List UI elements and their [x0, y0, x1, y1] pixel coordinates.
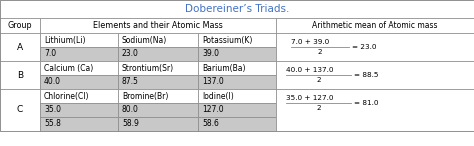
Bar [198, 117, 276, 131]
Text: 23.0: 23.0 [122, 49, 139, 59]
Bar [118, 33, 198, 47]
Bar [198, 33, 276, 47]
Bar [118, 89, 198, 103]
Text: 40.0 + 137.0: 40.0 + 137.0 [286, 67, 334, 73]
Text: 2: 2 [318, 48, 322, 54]
Text: 2: 2 [316, 105, 321, 111]
Bar [118, 47, 198, 61]
Bar [198, 89, 276, 103]
Bar [0, 0, 474, 18]
Text: 40.0: 40.0 [44, 78, 61, 86]
Bar [276, 33, 474, 61]
Text: 58.9: 58.9 [122, 119, 139, 128]
Bar [276, 18, 474, 33]
Text: Iodine(I): Iodine(I) [202, 92, 234, 100]
Bar [118, 117, 198, 131]
Text: Lithium(Li): Lithium(Li) [44, 35, 85, 45]
Text: C: C [17, 106, 23, 114]
Bar [0, 61, 40, 89]
Text: A: A [17, 42, 23, 52]
Text: 39.0: 39.0 [202, 49, 219, 59]
Bar [40, 61, 118, 75]
Bar [40, 33, 118, 47]
Text: 35.0: 35.0 [44, 106, 61, 114]
Bar [118, 75, 198, 89]
Text: 55.8: 55.8 [44, 119, 61, 128]
Text: Group: Group [8, 21, 32, 30]
Text: 58.6: 58.6 [202, 119, 219, 128]
Text: 7.0: 7.0 [44, 49, 56, 59]
Bar [0, 0, 474, 131]
Bar [40, 89, 118, 103]
Text: = 23.0: = 23.0 [352, 44, 376, 50]
Bar [198, 103, 276, 117]
Bar [198, 61, 276, 75]
Bar [40, 103, 118, 117]
Text: Calcium (Ca): Calcium (Ca) [44, 64, 93, 73]
Bar [276, 61, 474, 89]
Text: Bromine(Br): Bromine(Br) [122, 92, 168, 100]
Text: 80.0: 80.0 [122, 106, 139, 114]
Text: Dobereiner’s Triads.: Dobereiner’s Triads. [185, 4, 289, 14]
Bar [40, 117, 118, 131]
Bar [0, 89, 40, 131]
Bar [198, 47, 276, 61]
Bar [198, 75, 276, 89]
Text: 137.0: 137.0 [202, 78, 224, 86]
Text: B: B [17, 71, 23, 80]
Text: 127.0: 127.0 [202, 106, 224, 114]
Bar [40, 75, 118, 89]
Text: Arithmetic mean of Atomic mass: Arithmetic mean of Atomic mass [312, 21, 438, 30]
Bar [0, 18, 40, 33]
Text: Chlorine(Cl): Chlorine(Cl) [44, 92, 90, 100]
Bar [40, 18, 276, 33]
Text: 87.5: 87.5 [122, 78, 139, 86]
Bar [118, 61, 198, 75]
Text: Sodium(Na): Sodium(Na) [122, 35, 167, 45]
Text: = 81.0: = 81.0 [354, 100, 379, 106]
Text: 35.0 + 127.0: 35.0 + 127.0 [286, 95, 334, 101]
Text: Strontium(Sr): Strontium(Sr) [122, 64, 174, 73]
Text: Potassium(K): Potassium(K) [202, 35, 252, 45]
Text: 2: 2 [316, 77, 321, 82]
Text: Elements and their Atomic Mass: Elements and their Atomic Mass [93, 21, 223, 30]
Text: Barium(Ba): Barium(Ba) [202, 64, 246, 73]
Bar [0, 33, 40, 61]
Text: 7.0 + 39.0: 7.0 + 39.0 [291, 40, 329, 46]
Bar [118, 103, 198, 117]
Text: = 88.5: = 88.5 [354, 72, 379, 78]
Bar [40, 47, 118, 61]
Bar [276, 89, 474, 131]
